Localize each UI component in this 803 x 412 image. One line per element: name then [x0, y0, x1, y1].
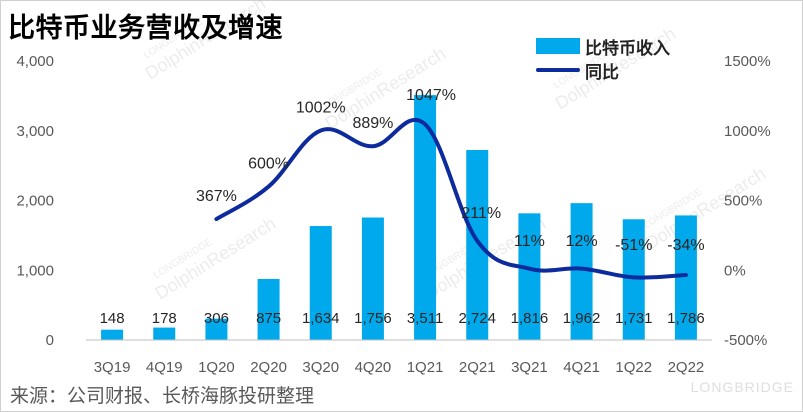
- left-axis: 0 1,000 2,000 3,000 4,000: [16, 53, 54, 349]
- bar-4Q21: [570, 203, 593, 340]
- x-tick: 3Q20: [302, 359, 339, 376]
- bar-label: 1,756: [354, 310, 392, 327]
- right-axis: -500% 0% 500% 1000% 1500%: [724, 53, 771, 349]
- y-right-tick: 0%: [724, 262, 746, 279]
- yoy-label: 1002%: [296, 99, 346, 116]
- bar-label: 306: [204, 310, 229, 327]
- bar-series: [101, 95, 697, 340]
- bar-3Q19: [101, 329, 124, 340]
- yoy-label: 600%: [248, 156, 289, 173]
- x-tick: 1Q22: [615, 359, 652, 376]
- bar-2Q22: [674, 215, 697, 340]
- bar-3Q20: [309, 226, 332, 340]
- bar-labels: 148 178 306 875 1,634 1,756 3,511 2,724 1,816 1,9…: [100, 310, 705, 327]
- source-note: 来源：公司财报、长桥海豚投研整理: [10, 385, 315, 407]
- y-right-tick: 500%: [724, 193, 762, 210]
- legend-label-yoy: 同比: [585, 62, 619, 83]
- legend-line-swatch: [536, 68, 580, 72]
- bar-4Q19: [153, 327, 176, 340]
- brand-watermark: LONGBRIDGE: [691, 379, 794, 395]
- yoy-label: -51%: [615, 237, 652, 254]
- y-left-tick: 0: [46, 332, 54, 349]
- bar-label: 1,634: [302, 310, 340, 327]
- bar-label: 875: [256, 310, 281, 327]
- x-tick: 1Q20: [198, 359, 235, 376]
- x-tick: 4Q20: [355, 359, 392, 376]
- legend: 比特币收入 同比: [536, 34, 670, 83]
- x-tick: 4Q19: [146, 359, 183, 376]
- y-left-tick: 2,000: [16, 193, 54, 210]
- y-right-tick: -500%: [724, 332, 767, 349]
- chart-title: 比特币业务营收及增速: [8, 13, 283, 44]
- x-tick: 4Q21: [563, 359, 600, 376]
- bar-1Q20: [205, 318, 228, 340]
- bar-label: 1,816: [511, 310, 549, 327]
- yoy-label: 367%: [196, 188, 237, 205]
- bar-label: 2,724: [458, 310, 496, 327]
- y-right-tick: 1500%: [724, 53, 771, 70]
- yoy-label: 1047%: [406, 87, 456, 104]
- yoy-label: 211%: [461, 205, 501, 222]
- bar-2Q21: [466, 150, 489, 340]
- bar-1Q21: [414, 95, 437, 340]
- legend-item-revenue: 比特币收入: [536, 34, 670, 59]
- bar-4Q20: [361, 217, 384, 340]
- x-tick: 2Q21: [459, 359, 496, 376]
- bar-3Q21: [518, 213, 541, 340]
- yoy-line: [214, 117, 688, 280]
- yoy-labels: 367% 600% 1002% 889% 1047% 211% 11% 12% -51% -34%: [196, 87, 705, 254]
- x-tick: 3Q19: [94, 359, 131, 376]
- bar-label: 178: [152, 310, 177, 327]
- legend-bar-swatch: [536, 38, 580, 54]
- bar-label: 1,786: [667, 310, 705, 327]
- bar-1Q22: [622, 219, 645, 340]
- legend-label-revenue: 比特币收入: [585, 38, 670, 59]
- x-tick: 2Q20: [250, 359, 287, 376]
- yoy-label: 12%: [566, 233, 598, 250]
- yoy-label: 889%: [352, 115, 393, 132]
- x-axis-ticks: 3Q19 4Q19 1Q20 2Q20 3Q20 4Q20 1Q21 2Q21 3Q21 4Q21…: [94, 359, 705, 376]
- bar-label: 1,731: [615, 310, 653, 327]
- yoy-label: 11%: [514, 233, 545, 250]
- yoy-label: -34%: [667, 237, 704, 254]
- y-left-tick: 3,000: [16, 123, 54, 140]
- bar-label: 3,511: [407, 310, 443, 327]
- x-tick: 1Q21: [407, 359, 444, 376]
- x-tick: 3Q21: [511, 359, 548, 376]
- y-right-tick: 1000%: [724, 123, 771, 140]
- x-tick: 2Q22: [668, 359, 705, 376]
- y-left-tick: 4,000: [16, 53, 54, 70]
- bar-2Q20: [257, 278, 280, 340]
- y-left-tick: 1,000: [16, 262, 54, 279]
- bar-label: 1,962: [563, 310, 601, 327]
- legend-item-yoy: 同比: [536, 58, 670, 83]
- bar-label: 148: [100, 310, 125, 327]
